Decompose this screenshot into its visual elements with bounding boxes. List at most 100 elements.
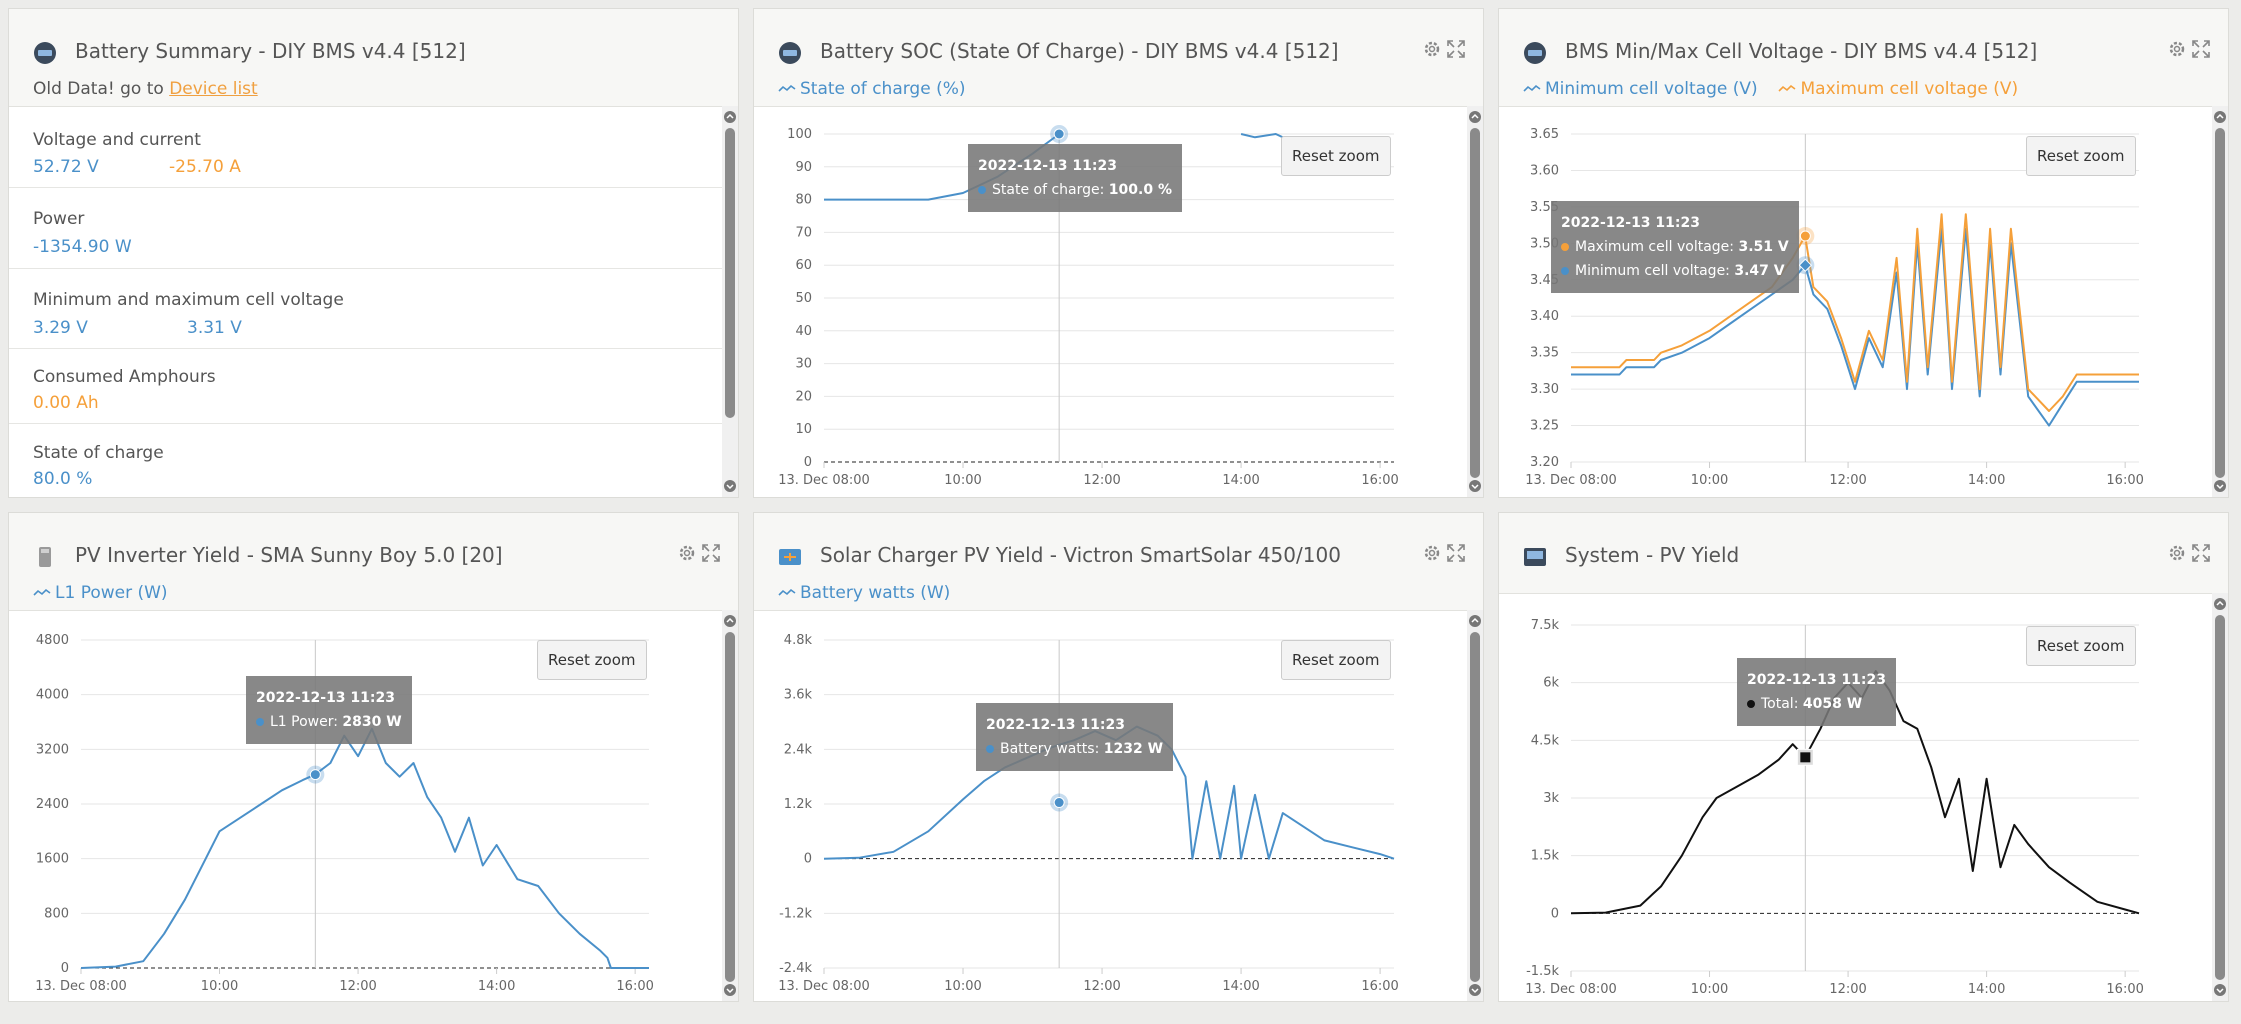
y-tick-label: 3k (1543, 791, 1559, 806)
scroll-down-icon[interactable] (723, 983, 737, 997)
scrollbar[interactable] (722, 610, 738, 1001)
scroll-down-icon[interactable] (1468, 479, 1482, 493)
panel-header: Battery SOC (State Of Charge) - DIY BMS … (754, 9, 1483, 107)
x-tick-label: 14:00 (1968, 473, 2005, 488)
y-tick-label: 0 (804, 852, 812, 867)
chart-legend[interactable]: L1 Power (W) (33, 583, 168, 603)
reset-zoom-button[interactable]: Reset zoom (2026, 136, 2136, 176)
reset-zoom-button[interactable]: Reset zoom (1281, 640, 1391, 680)
cell-voltage-panel: BMS Min/Max Cell Voltage - DIY BMS v4.4 … (1498, 8, 2229, 498)
line-series-icon (778, 588, 796, 596)
reset-zoom-button[interactable]: Reset zoom (537, 640, 647, 680)
scroll-thumb[interactable] (2215, 128, 2225, 478)
line-series-icon (33, 588, 51, 596)
pv-inverter-chart[interactable]: 0 800 1600 2400 3200 4000 4800 13. Dec 08:00 10:… (9, 610, 724, 1002)
x-tick-label: 14:00 (478, 979, 515, 994)
scrollbar[interactable] (1467, 610, 1483, 1001)
battery-monitor-icon (34, 42, 56, 64)
y-tick-label: 80 (795, 193, 812, 208)
system-pv-panel: System - PV Yield -1.5k 0 1.5k 3k 4.5k 6k 7.5k… (1498, 512, 2229, 1002)
scroll-down-icon[interactable] (1468, 983, 1482, 997)
summary-row-consumed-ah: Consumed Amphours 0.00 Ah (9, 348, 722, 424)
x-tick-label: 12:00 (1829, 473, 1866, 488)
y-tick-label: 2.4k (784, 742, 813, 757)
hover-marker (1798, 258, 1813, 272)
battery-summary-panel: Battery Summary - DIY BMS v4.4 [512] Old… (8, 8, 739, 498)
current-value: -25.70 A (169, 157, 241, 177)
x-tick-label: 13. Dec 08:00 (35, 979, 127, 994)
expand-icon[interactable] (1446, 39, 1466, 59)
x-tick-label: 12:00 (1083, 979, 1120, 994)
device-list-link[interactable]: Device list (169, 79, 258, 99)
scroll-down-icon[interactable] (2213, 479, 2227, 493)
reset-zoom-button[interactable]: Reset zoom (2026, 626, 2136, 666)
y-tick-label: 90 (795, 160, 812, 175)
hover-marker (1799, 230, 1811, 242)
scrollbar[interactable] (2212, 106, 2228, 497)
gear-icon[interactable] (2167, 543, 2187, 563)
expand-icon[interactable] (2191, 39, 2211, 59)
gear-icon[interactable] (1422, 39, 1442, 59)
scroll-thumb[interactable] (1470, 128, 1480, 478)
panel-title: PV Inverter Yield - SMA Sunny Boy 5.0 [2… (75, 543, 503, 567)
scroll-down-icon[interactable] (723, 479, 737, 493)
hover-marker (309, 769, 321, 781)
chart-tooltip: 2022-12-13 11:23 State of charge: 100.0 … (968, 144, 1182, 212)
chart-legend[interactable]: Battery watts (W) (778, 583, 950, 603)
scroll-up-icon[interactable] (1468, 614, 1482, 628)
x-tick-label: 10:00 (944, 979, 981, 994)
scroll-up-icon[interactable] (2213, 597, 2227, 611)
panel-header: PV Inverter Yield - SMA Sunny Boy 5.0 [2… (9, 513, 738, 611)
gear-icon[interactable] (2167, 39, 2187, 59)
soc-value: 80.0 % (33, 469, 93, 489)
summary-row-cell-voltage: Minimum and maximum cell voltage 3.29 V … (9, 268, 722, 349)
x-tick-label: 16:00 (1361, 979, 1398, 994)
y-tick-label: 7.5k (1531, 618, 1560, 633)
scroll-up-icon[interactable] (723, 110, 737, 124)
scrollbar[interactable] (1467, 106, 1483, 497)
series-line (80, 727, 649, 969)
panel-header: System - PV Yield (1499, 513, 2228, 594)
series-line (1571, 213, 2139, 412)
scroll-down-icon[interactable] (2213, 983, 2227, 997)
scroll-thumb[interactable] (2215, 615, 2225, 980)
x-tick-label: 14:00 (1222, 473, 1259, 488)
scroll-thumb[interactable] (725, 128, 735, 418)
y-tick-label: 3.6k (784, 688, 813, 703)
y-tick-label: 50 (795, 291, 812, 306)
solar-charger-chart[interactable]: -2.4k -1.2k 0 1.2k 2.4k 3.6k 4.8k 13. Dec 08:00… (754, 610, 1469, 1002)
scroll-thumb[interactable] (725, 632, 735, 982)
panel-title: System - PV Yield (1565, 543, 1740, 567)
scroll-up-icon[interactable] (723, 614, 737, 628)
x-tick-label: 10:00 (1691, 473, 1728, 488)
scroll-up-icon[interactable] (2213, 110, 2227, 124)
panel-header: Battery Summary - DIY BMS v4.4 [512] Old… (9, 9, 738, 107)
x-tick-label: 16:00 (2106, 982, 2143, 997)
gear-icon[interactable] (677, 543, 697, 563)
scroll-thumb[interactable] (1470, 632, 1480, 982)
gear-icon[interactable] (1422, 543, 1442, 563)
y-tick-label: 4800 (36, 633, 69, 648)
line-series-icon (778, 84, 796, 92)
x-tick-label: 14:00 (1968, 982, 2005, 997)
legend-label: Battery watts (W) (800, 583, 951, 603)
y-tick-label: 3.40 (1530, 309, 1559, 324)
chart-legend[interactable]: State of charge (%) (778, 79, 966, 99)
hover-marker (1053, 797, 1065, 809)
reset-zoom-button[interactable]: Reset zoom (1281, 136, 1391, 176)
y-tick-label: -2.4k (779, 961, 812, 976)
chart-legend[interactable]: Minimum cell voltage (V) Maximum cell vo… (1523, 79, 2018, 99)
system-pv-chart[interactable]: -1.5k 0 1.5k 3k 4.5k 6k 7.5k 13. Dec 08:00 10:00… (1499, 593, 2214, 1002)
y-tick-label: 800 (44, 906, 69, 921)
x-tick-label: 10:00 (944, 473, 981, 488)
solar-charger-panel: Solar Charger PV Yield - Victron SmartSo… (753, 512, 1484, 1002)
scroll-up-icon[interactable] (1468, 110, 1482, 124)
scrollbar[interactable] (2212, 593, 2228, 1001)
expand-icon[interactable] (1446, 543, 1466, 563)
expand-icon[interactable] (2191, 543, 2211, 563)
scrollbar[interactable] (722, 106, 738, 497)
expand-icon[interactable] (701, 543, 721, 563)
x-tick-label: 13. Dec 08:00 (778, 979, 870, 994)
x-tick-label: 16:00 (616, 979, 653, 994)
soc-panel: Battery SOC (State Of Charge) - DIY BMS … (753, 8, 1484, 498)
